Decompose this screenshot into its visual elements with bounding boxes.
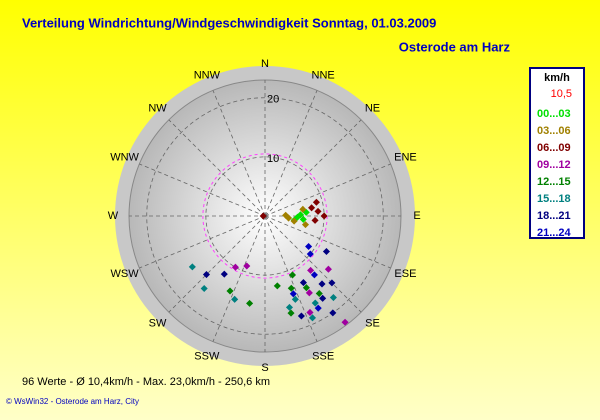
wind-point: [287, 309, 295, 317]
spoke: [139, 215, 266, 269]
direction-label: SE: [365, 317, 380, 329]
legend-average: 10,5: [551, 88, 572, 100]
wind-point: [306, 308, 314, 316]
wind-point: [231, 263, 239, 271]
direction-label: SSW: [194, 350, 220, 362]
legend-unit: km/h: [544, 72, 570, 84]
legend-label: 15...18: [537, 193, 571, 205]
spoke: [212, 90, 266, 217]
direction-label: WNW: [110, 152, 139, 164]
legend-label: 06...09: [537, 142, 571, 154]
wind-point: [226, 287, 234, 295]
wind-point: [318, 280, 326, 288]
wind-point: [305, 289, 313, 297]
plot: N NNE NE ENE E ESE SE SSE S SSW SW WSW W WNW NW NNW 10 20: [108, 58, 421, 374]
wind-point: [319, 294, 327, 302]
wind-point: [341, 318, 349, 326]
wind-point: [322, 247, 330, 256]
spoke: [168, 215, 266, 313]
legend-label: 21...24: [537, 227, 572, 239]
legend-label: 18...21: [537, 210, 571, 222]
wind-point: [329, 309, 337, 317]
wind-point: [314, 207, 322, 215]
wind-point: [320, 212, 328, 220]
wind-point: [288, 271, 297, 279]
direction-label: N: [261, 58, 269, 70]
spoke: [264, 163, 391, 217]
direction-label: SW: [149, 317, 167, 329]
direction-label: E: [413, 210, 420, 222]
wind-point: [328, 279, 336, 287]
wind-point: [310, 271, 318, 279]
wind-point: [311, 216, 319, 224]
spoke: [168, 119, 266, 217]
wind-point: [273, 282, 281, 290]
summary: 96 Werte - Ø 10,4km/h - Max. 23,0km/h - …: [22, 376, 270, 388]
direction-label: NE: [365, 102, 380, 114]
wind-point: [291, 295, 299, 303]
wind-point: [231, 295, 239, 303]
wind-point: [202, 271, 210, 279]
grid-ring: [146, 97, 384, 335]
wind-point: [188, 263, 196, 271]
wind-point: [311, 299, 319, 307]
spoke: [212, 215, 266, 342]
wind-point: [306, 250, 314, 258]
wind-point: [287, 284, 295, 292]
wind-point: [302, 284, 310, 292]
wind-point: [299, 279, 307, 287]
spoke: [264, 90, 318, 217]
direction-label: WSW: [111, 268, 140, 280]
wind-point: [305, 242, 313, 251]
spoke: [264, 119, 362, 217]
wind-point: [200, 284, 208, 293]
r-tick-label: 10: [267, 153, 279, 165]
legend-label: 09...12: [537, 159, 571, 171]
legend-label: 03...06: [537, 125, 571, 137]
direction-label: NW: [148, 102, 167, 114]
direction-label: W: [108, 210, 119, 222]
legend-box: [529, 67, 585, 239]
wind-point: [308, 314, 317, 322]
wind-point: [315, 289, 323, 298]
spoke: [139, 163, 266, 217]
wind-point: [289, 290, 297, 298]
legend-label: 12...15: [537, 176, 571, 188]
direction-label: NNE: [312, 69, 335, 81]
wind-point: [329, 293, 337, 302]
direction-label: SSE: [312, 350, 334, 362]
credit: © WsWin32 - Osterode am Harz, City: [6, 397, 139, 406]
wind-point: [246, 299, 254, 307]
spoke: [264, 215, 362, 313]
wind-point: [243, 262, 251, 270]
wind-point: [297, 312, 305, 320]
wind-point: [299, 205, 307, 213]
wind-point: [259, 212, 267, 220]
wind-point: [282, 211, 290, 219]
wind-point: [308, 204, 316, 212]
wind-point: [285, 303, 294, 311]
wind-point: [290, 217, 298, 225]
spoke: [264, 215, 318, 342]
chart-title: Verteilung Windrichtung/Windgeschwindigk…: [22, 15, 436, 30]
wind-point: [312, 198, 320, 206]
r-tick-label: 20: [267, 94, 279, 106]
wind-point: [314, 304, 322, 312]
legend-label: 00...03: [537, 108, 571, 120]
direction-label: ESE: [394, 268, 416, 280]
wind-point: [220, 270, 228, 278]
direction-label: S: [261, 362, 268, 374]
direction-label: NNW: [194, 69, 221, 81]
wind-point: [324, 265, 332, 273]
spoke: [264, 215, 391, 269]
wind-point: [301, 221, 310, 229]
chart-subtitle: Osterode am Harz: [399, 39, 511, 54]
wind-point: [307, 266, 315, 274]
direction-label: ENE: [394, 152, 417, 164]
wind-point: [299, 215, 307, 223]
